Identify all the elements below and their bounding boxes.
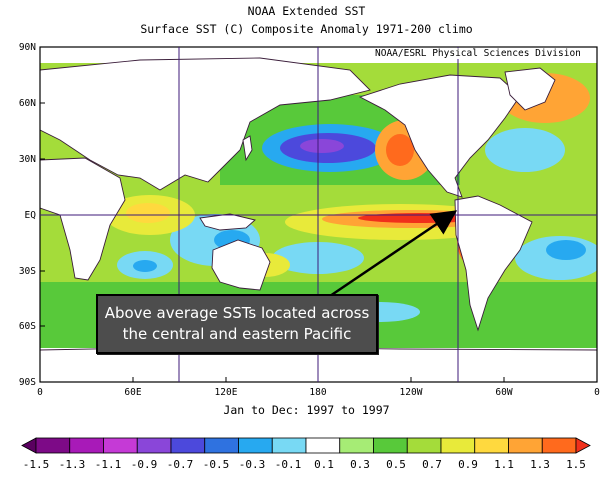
map-subtitle: Surface SST (C) Composite Anomaly 1971-2… bbox=[140, 22, 473, 36]
colorbar-swatch bbox=[69, 437, 104, 454]
colorbar-swatch bbox=[474, 437, 509, 454]
colorbar-swatch bbox=[305, 437, 341, 454]
colorbar-arrow-low bbox=[21, 437, 37, 454]
europe-asia bbox=[40, 57, 371, 191]
indonesia bbox=[199, 213, 256, 231]
colorbar-swatch bbox=[541, 437, 577, 454]
lon-label-60w: 60W bbox=[495, 387, 513, 398]
colorbar-tick-label: 0.1 bbox=[314, 458, 334, 471]
africa bbox=[40, 157, 126, 281]
north-america bbox=[358, 74, 521, 198]
annotation-line-2: the central and eastern Pacific bbox=[122, 325, 352, 343]
map-title: NOAA Extended SST bbox=[247, 4, 366, 18]
period-label: Jan to Dec: 1997 to 1997 bbox=[223, 403, 390, 417]
lon-label-120e: 120E bbox=[214, 387, 238, 398]
colorbar-tick-label: 1.3 bbox=[530, 458, 550, 471]
colorbar-swatch bbox=[508, 437, 543, 454]
annotation-arrow bbox=[329, 210, 458, 298]
colorbar-swatch bbox=[373, 437, 408, 454]
australia bbox=[211, 239, 271, 291]
north-atlantic-cold bbox=[485, 128, 565, 172]
lon-label-120w: 120W bbox=[399, 387, 423, 398]
colorbar-swatch bbox=[204, 437, 239, 454]
colorbar-tick-label: 0.7 bbox=[422, 458, 442, 471]
colorbar-arrow-high bbox=[575, 437, 591, 454]
lon-label-0-east: 0 bbox=[594, 387, 600, 398]
colorbar-swatch bbox=[103, 437, 138, 454]
colorbar-tick-label: -1.1 bbox=[94, 458, 122, 471]
colorbar-swatch bbox=[238, 437, 273, 454]
colorbar-tick-label: -0.1 bbox=[274, 458, 302, 471]
colorbar-tick-label: 0.9 bbox=[458, 458, 478, 471]
colorbar-swatch bbox=[440, 437, 476, 454]
north-pacific-cold-deep bbox=[300, 139, 344, 153]
colorbar-tick-label: 1.5 bbox=[566, 458, 586, 471]
lat-label-90n: 90N bbox=[18, 42, 36, 53]
colorbar-tick-label: -0.3 bbox=[238, 458, 266, 471]
lat-label-90s: 90S bbox=[18, 377, 36, 388]
annotation-line-1: Above average SSTs located across bbox=[104, 304, 370, 322]
colorbar-tick-label: -1.3 bbox=[58, 458, 86, 471]
colorbar-swatch bbox=[170, 437, 206, 454]
japan bbox=[242, 135, 253, 162]
indian-ocean-warm-core bbox=[126, 203, 170, 223]
lat-label-30s: 30S bbox=[18, 266, 36, 277]
lat-label-30n: 30N bbox=[18, 154, 36, 165]
lon-label-60e: 60E bbox=[124, 387, 142, 398]
colorbar-tick-label: 0.3 bbox=[350, 458, 370, 471]
lon-label-0: 0 bbox=[37, 387, 43, 398]
south-america bbox=[454, 195, 533, 332]
north-pacific-east-warm-core bbox=[386, 134, 414, 166]
colorbar-tick-label: -0.5 bbox=[202, 458, 230, 471]
greenland bbox=[504, 67, 556, 111]
annotation-box: Above average SSTs located across the ce… bbox=[96, 294, 378, 354]
colorbar-tick-label: -1.5 bbox=[22, 458, 50, 471]
colorbar-swatch bbox=[35, 437, 71, 454]
south-atlantic-east-cold-core bbox=[546, 240, 586, 260]
axis-ticks bbox=[40, 102, 505, 382]
south-atlantic-cold-core bbox=[133, 260, 157, 272]
colorbar-swatch bbox=[339, 437, 374, 454]
lat-label-60n: 60N bbox=[18, 98, 36, 109]
colorbar-tick-label: -0.7 bbox=[166, 458, 194, 471]
colorbar-swatch bbox=[271, 437, 307, 454]
lon-label-180: 180 bbox=[309, 387, 327, 398]
colorbar-tick-label: 0.5 bbox=[386, 458, 406, 471]
lat-label-eq: EQ bbox=[24, 210, 36, 221]
colorbar-swatch bbox=[406, 437, 442, 454]
colorbar-tick-label: 1.1 bbox=[494, 458, 514, 471]
lat-label-60s: 60S bbox=[18, 321, 36, 332]
colorbar-swatch bbox=[136, 437, 172, 454]
credit-label: NOAA/ESRL Physical Sciences Division bbox=[372, 48, 584, 59]
colorbar-tick-label: -0.9 bbox=[130, 458, 158, 471]
